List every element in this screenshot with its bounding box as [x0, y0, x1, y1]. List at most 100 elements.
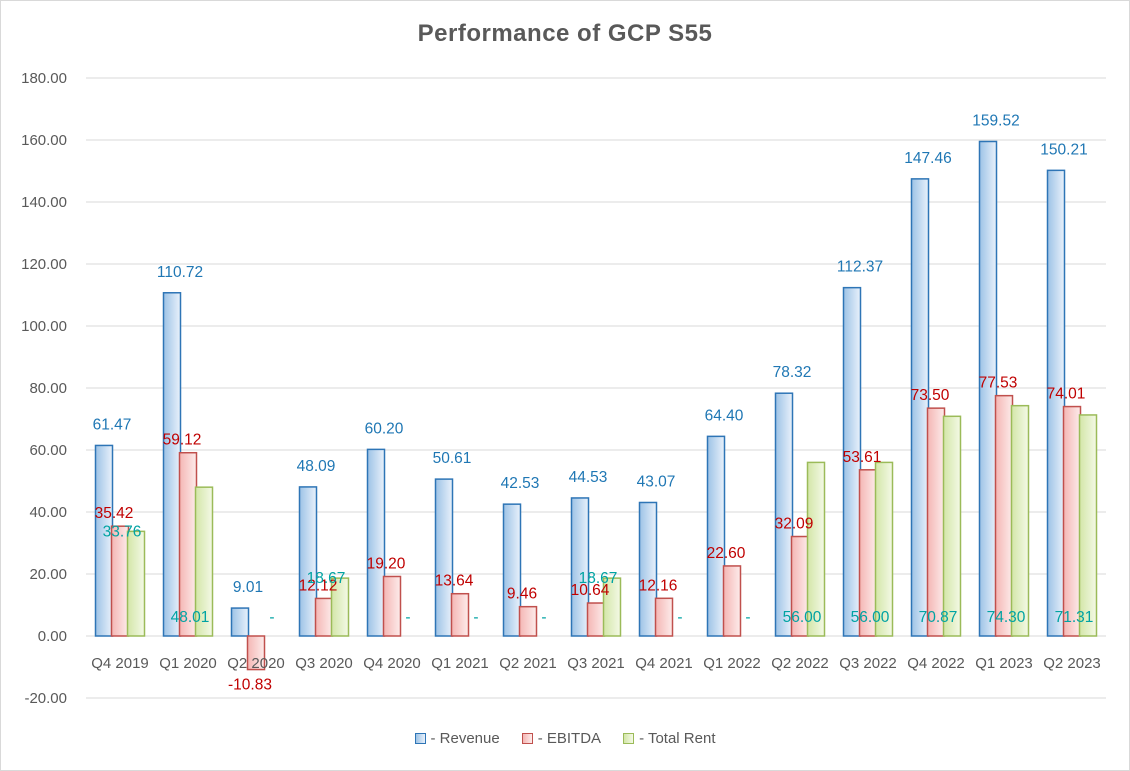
data-label-total-rent: 74.30	[987, 609, 1026, 626]
bar-total-rent	[806, 461, 826, 637]
y-tick-label: -20.00	[24, 690, 67, 707]
y-axis-tick-labels: -20.00 0.00 20.00 40.00 60.00 80.00 100.00 120.…	[21, 70, 67, 707]
data-label-total-rent: 18.67	[307, 570, 346, 587]
data-label-ebitda: 77.53	[979, 375, 1018, 392]
bars	[94, 140, 1098, 671]
bar-ebitda	[518, 605, 538, 637]
legend: - Revenue - EBITDA - Total Rent	[0, 730, 1130, 747]
bar-ebitda	[722, 565, 742, 637]
x-tick-label: Q3 2021	[567, 655, 625, 672]
data-label-revenue: 64.40	[705, 407, 744, 424]
data-label-revenue: 60.20	[365, 420, 404, 437]
x-tick-label: Q1 2023	[975, 655, 1033, 672]
bar-revenue	[366, 448, 386, 637]
data-label-revenue: 9.01	[233, 579, 263, 596]
data-label-total-rent: -	[677, 609, 682, 626]
bar-ebitda	[654, 597, 674, 637]
data-label-ebitda: 12.12	[299, 577, 338, 594]
bar-revenue	[706, 435, 726, 637]
x-tick-label: Q3 2022	[839, 655, 897, 672]
bar-total-rent	[1078, 414, 1098, 637]
bar-revenue	[230, 607, 250, 637]
legend-label-total-rent: - Total Rent	[639, 730, 716, 747]
x-tick-label: Q2 2021	[499, 655, 557, 672]
bar-revenue	[94, 444, 114, 637]
data-label-ebitda: 22.60	[707, 545, 746, 562]
bar-ebitda	[110, 525, 130, 637]
data-label-total-rent: -	[745, 609, 750, 626]
x-axis-tick-labels: Q4 2019 Q1 2020 Q2 2020 Q3 2020 Q4 2020 Q1 20…	[91, 655, 1101, 672]
x-tick-label: Q4 2019	[91, 655, 149, 672]
data-label-ebitda: 19.20	[367, 555, 406, 572]
legend-swatch-ebitda	[521, 733, 533, 744]
bar-revenue	[638, 501, 658, 637]
bar-revenue	[298, 486, 318, 637]
x-tick-label: Q1 2021	[431, 655, 489, 672]
data-label-revenue: 147.46	[904, 150, 951, 167]
legend-label-revenue: - Revenue	[430, 730, 500, 747]
bar-total-rent	[126, 530, 146, 637]
data-label-revenue: 159.52	[972, 112, 1019, 129]
y-tick-label: 120.00	[21, 256, 67, 273]
data-label-ebitda: -10.83	[228, 677, 272, 694]
data-label-total-rent: 56.00	[851, 609, 890, 626]
y-tick-label: 0.00	[38, 628, 67, 645]
data-label-total-rent: 71.31	[1055, 609, 1094, 626]
data-label-total-rent: -	[405, 609, 410, 626]
bar-revenue	[1046, 169, 1066, 637]
data-label-total-rent: 33.76	[103, 523, 142, 540]
y-tick-label: 140.00	[21, 194, 67, 211]
bar-total-rent	[1010, 404, 1030, 637]
bar-total-rent	[874, 461, 894, 637]
data-label-ebitda: 35.42	[95, 505, 134, 522]
data-label-total-rent: 18.67	[579, 570, 618, 587]
bar-ebitda	[586, 602, 606, 637]
bar-revenue	[502, 503, 522, 637]
y-tick-label: 40.00	[29, 504, 67, 521]
x-tick-label: Q1 2022	[703, 655, 761, 672]
data-label-revenue: 61.47	[93, 416, 132, 433]
bar-revenue	[842, 286, 862, 637]
x-tick-label: Q2 2020	[227, 655, 285, 672]
bar-total-rent	[330, 577, 350, 637]
data-label-total-rent: -	[541, 609, 546, 626]
y-tick-label: 20.00	[29, 566, 67, 583]
data-label-revenue: 42.53	[501, 475, 540, 492]
bar-revenue	[774, 392, 794, 637]
legend-swatch-total-rent	[623, 733, 635, 744]
data-label-total-rent: -	[473, 609, 478, 626]
x-tick-label: Q2 2022	[771, 655, 829, 672]
x-tick-label: Q2 2023	[1043, 655, 1101, 672]
data-label-revenue: 110.72	[157, 264, 203, 281]
data-label-ebitda: 59.12	[163, 432, 202, 449]
bar-revenue	[910, 178, 930, 637]
bar-ebitda	[314, 597, 334, 637]
bar-revenue	[978, 140, 998, 637]
bar-total-rent	[194, 486, 214, 637]
legend-label-ebitda: - EBITDA	[537, 730, 602, 747]
y-tick-label: 160.00	[21, 132, 67, 149]
data-label-total-rent: 56.00	[783, 609, 822, 626]
data-label-ebitda: 73.50	[911, 387, 950, 404]
data-label-revenue: 112.37	[837, 259, 883, 276]
data-label-revenue: 78.32	[773, 364, 812, 381]
data-label-ebitda: 9.46	[507, 586, 537, 603]
data-label-revenue: 43.07	[637, 473, 676, 490]
bar-ebitda	[1062, 405, 1082, 637]
y-tick-label: 80.00	[29, 380, 67, 397]
data-label-total-rent: 48.01	[171, 609, 210, 626]
bar-ebitda	[994, 394, 1014, 637]
data-label-revenue: 44.53	[569, 469, 608, 486]
x-tick-label: Q4 2021	[635, 655, 693, 672]
bar-revenue	[162, 292, 182, 637]
data-label-total-rent: -	[269, 609, 274, 626]
data-label-ebitda: 13.64	[435, 573, 474, 590]
data-label-ebitda: 53.61	[843, 449, 882, 466]
bar-revenue	[434, 478, 454, 637]
bar-revenue	[570, 497, 590, 637]
y-tick-label: 100.00	[21, 318, 67, 335]
data-label-revenue: 50.61	[433, 450, 472, 467]
